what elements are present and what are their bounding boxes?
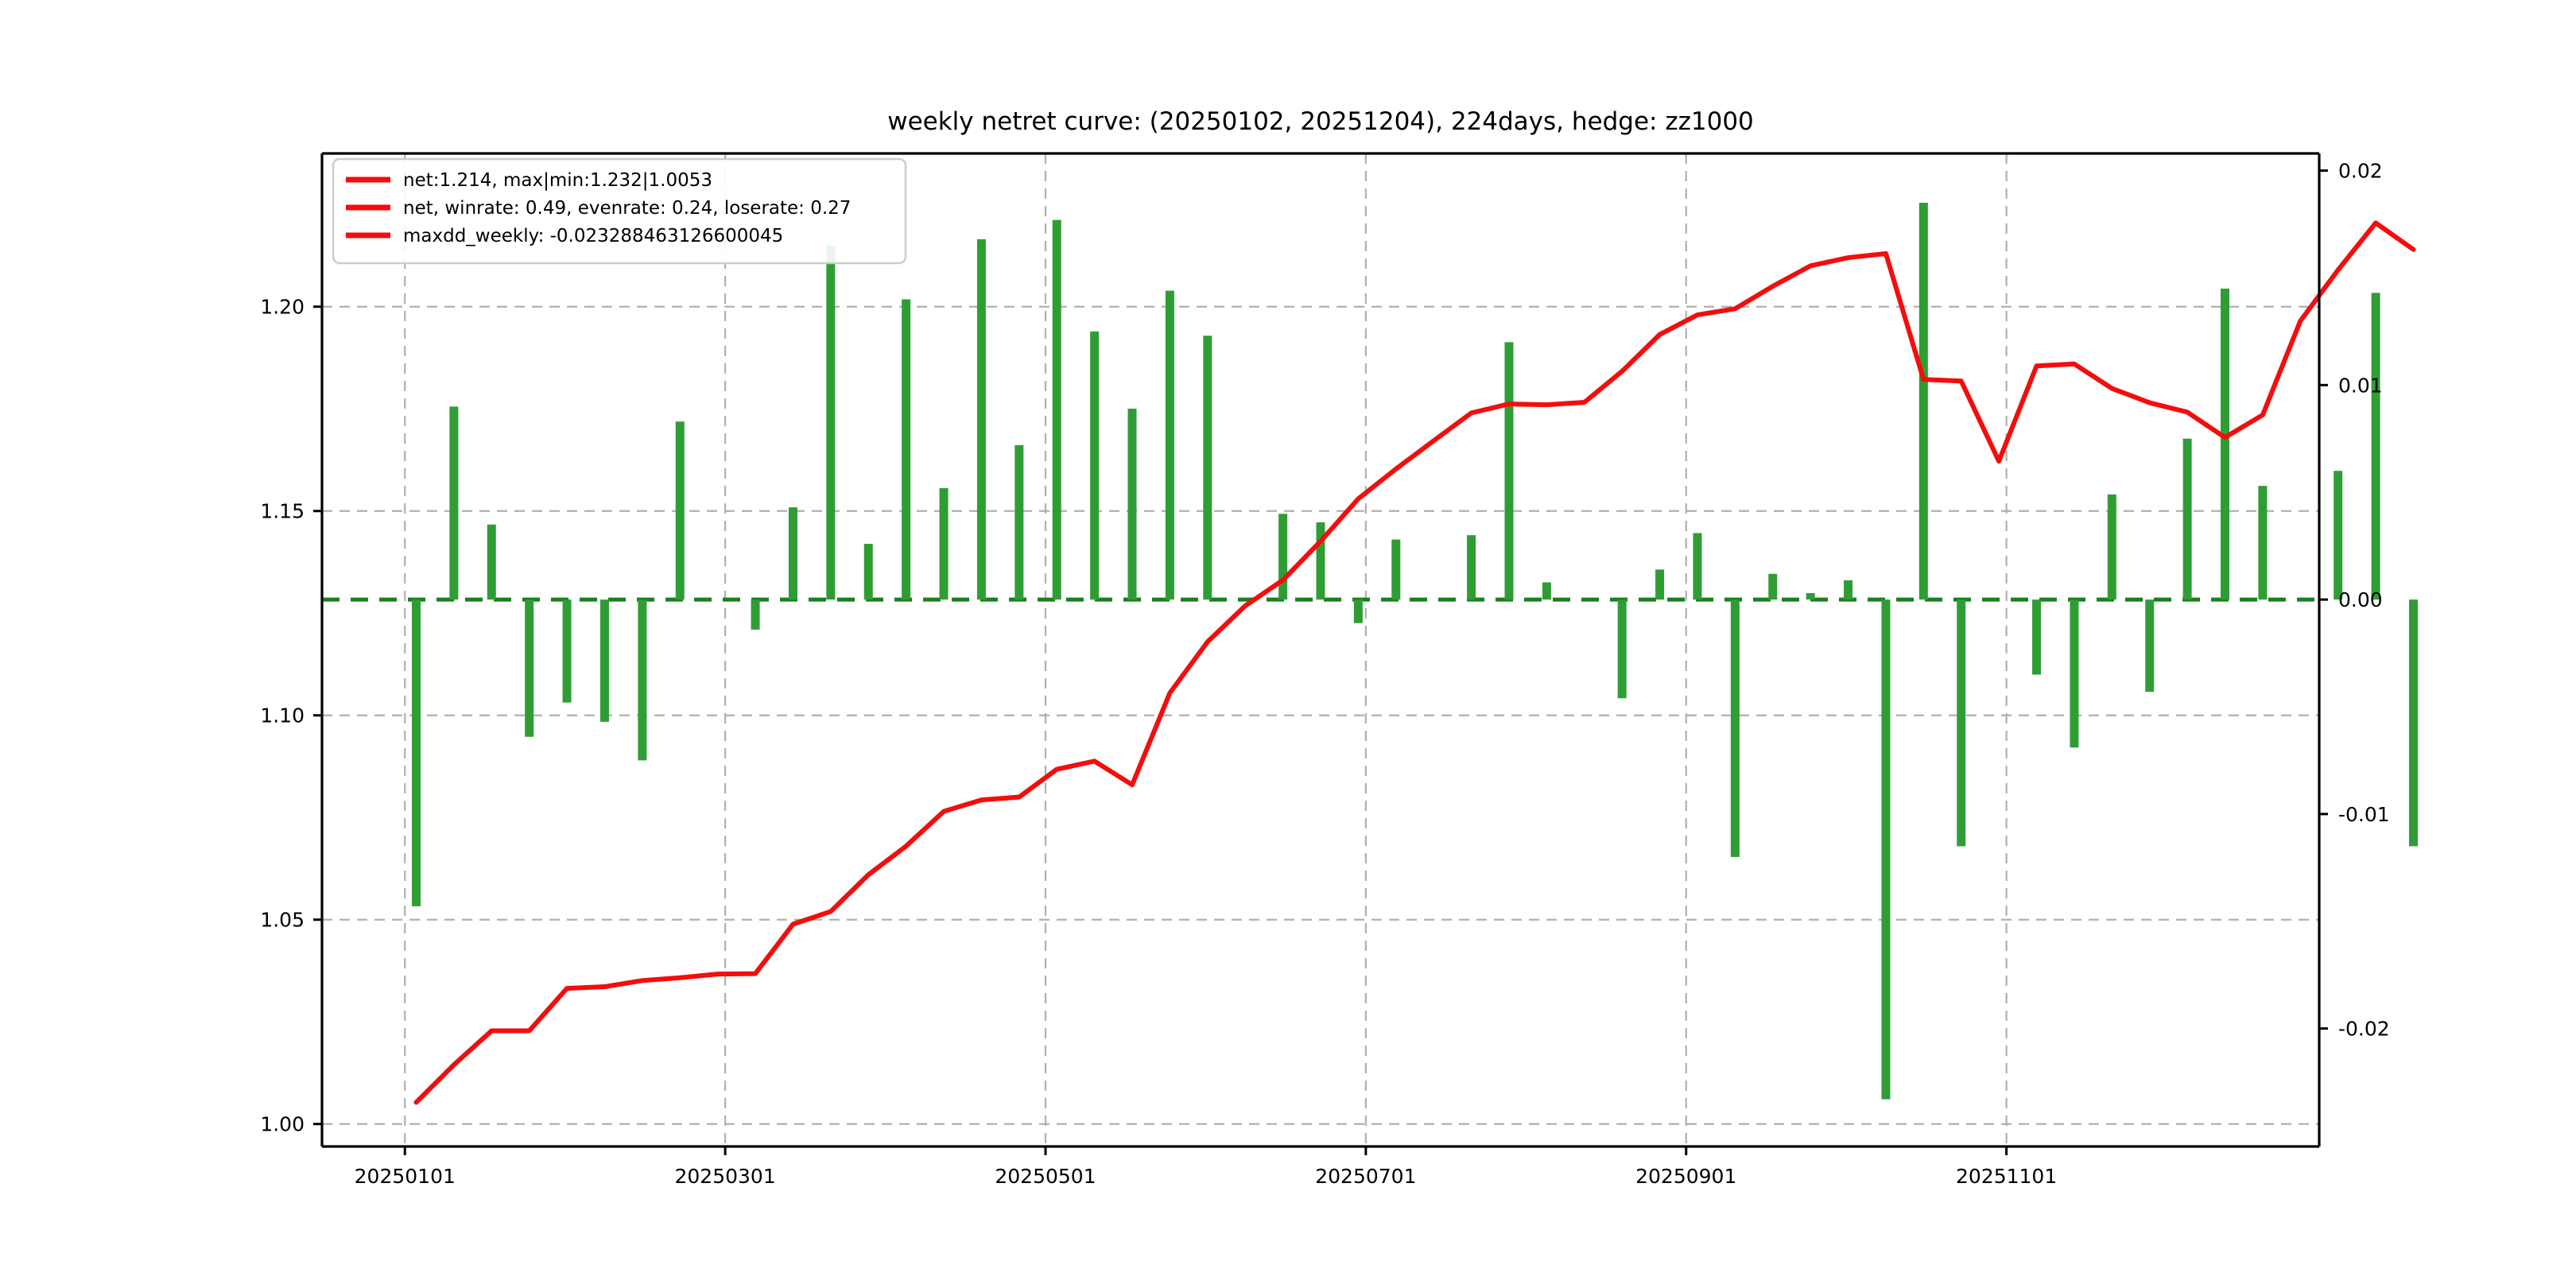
x-axis-tick-label: 20251101 [1956, 1165, 2057, 1188]
axis-ticks: 1.00 1.05 1.10 1.15 1.20 -0.02 -0.01 0.00 0.01 0.… [260, 160, 2389, 1188]
left-axis-tick-label: 1.05 [260, 909, 305, 932]
chart-legend: net:1.214, max|min:1.232|1.0053 net, winr… [332, 157, 907, 265]
left-axis-tick-label: 1.15 [260, 500, 305, 523]
chart-title: weekly netret curve: (20250102, 20251204… [887, 107, 1754, 136]
left-axis-tick-label: 1.10 [260, 704, 305, 727]
x-axis-tick-label: 20250701 [1315, 1165, 1416, 1188]
left-axis-tick-label: 1.20 [260, 296, 305, 319]
left-axis-tick-label: 1.00 [260, 1113, 305, 1136]
right-axis-tick-label: 0.02 [2338, 160, 2383, 183]
x-axis-tick-label: 20250101 [355, 1165, 456, 1188]
grid-lines [322, 153, 2319, 1146]
right-axis-tick-label: -0.02 [2338, 1018, 2390, 1041]
net-curve-net [413, 250, 2228, 1105]
x-axis-tick-label: 20250501 [995, 1165, 1096, 1188]
weekly-return-bars [411, 203, 2418, 1100]
right-axis-tick-label: -0.01 [2338, 803, 2390, 826]
right-axis-tick-label: 0.00 [2338, 588, 2383, 611]
x-axis-tick-label: 20250901 [1635, 1165, 1736, 1188]
right-axis-tick-label: 0.01 [2338, 374, 2383, 397]
legend-label: maxdd_weekly: -0.023288463126600045 [403, 226, 783, 246]
legend-box [332, 157, 907, 265]
legend-label: net:1.214, max|min:1.232|1.0053 [403, 170, 712, 191]
legend-label: net, winrate: 0.49, evenrate: 0.24, lose… [403, 198, 851, 219]
axes-spines [320, 152, 2321, 1148]
x-axis-tick-label: 20250301 [675, 1165, 776, 1188]
